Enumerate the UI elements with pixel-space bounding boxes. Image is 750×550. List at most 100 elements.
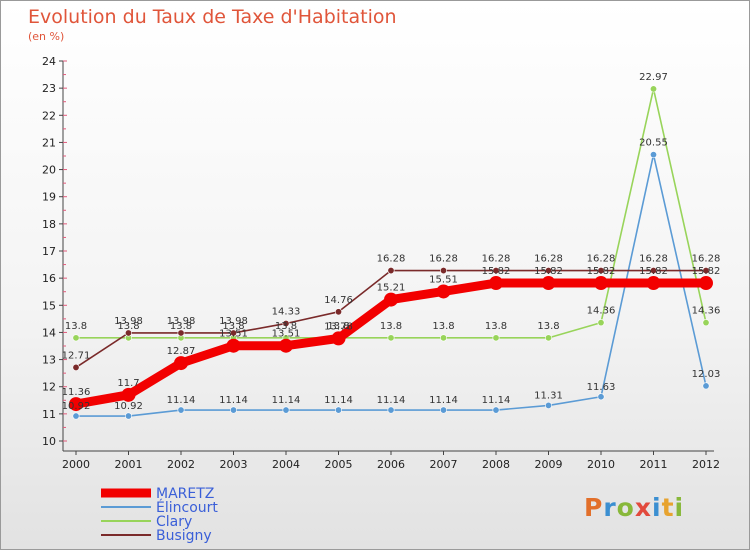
- x-tick-label: 2001: [115, 458, 143, 471]
- data-point-busigny: [230, 329, 238, 337]
- data-point-clary: [72, 334, 80, 342]
- data-label-busigny: 13.98: [219, 316, 248, 327]
- data-label-clary: 13.8: [65, 321, 87, 332]
- data-label-élincourt: 11.14: [324, 395, 353, 406]
- legend-label-maretz: MARETZ: [156, 486, 214, 502]
- data-label-maretz: 15.82: [692, 266, 721, 277]
- x-tick-label: 2007: [430, 458, 458, 471]
- y-tick-label: 15: [42, 299, 56, 312]
- data-label-clary: 13.8: [537, 321, 559, 332]
- y-tick-label: 23: [42, 82, 56, 95]
- x-tick-label: 2003: [220, 458, 248, 471]
- data-point-élincourt: [439, 406, 447, 414]
- data-label-élincourt: 11.31: [534, 390, 563, 401]
- x-tick-label: 2002: [167, 458, 195, 471]
- data-point-maretz: [489, 276, 503, 291]
- data-point-maretz: [384, 292, 398, 307]
- data-point-maretz: [69, 397, 83, 412]
- data-label-busigny: 16.28: [692, 254, 721, 265]
- y-tick-label: 21: [42, 136, 56, 149]
- data-point-busigny: [492, 267, 500, 275]
- data-label-élincourt: 10.92: [114, 401, 143, 412]
- data-point-busigny: [125, 329, 133, 337]
- data-point-maretz: [541, 276, 556, 291]
- data-point-busigny: [649, 267, 657, 275]
- data-label-clary: 13.8: [485, 321, 507, 332]
- y-tick-label: 13: [42, 354, 56, 367]
- data-point-maretz: [331, 331, 346, 346]
- data-point-élincourt: [334, 406, 342, 414]
- data-point-clary: [492, 334, 500, 342]
- data-point-clary: [544, 334, 552, 342]
- data-point-élincourt: [649, 151, 657, 159]
- y-tick-label: 11: [42, 408, 56, 421]
- data-label-busigny: 14.33: [272, 306, 301, 317]
- data-label-élincourt: 11.14: [167, 395, 196, 406]
- data-point-clary: [387, 334, 395, 342]
- data-point-maretz: [279, 338, 293, 353]
- data-point-élincourt: [492, 406, 500, 414]
- data-label-clary: 13.8: [170, 321, 192, 332]
- y-tick-label: 17: [42, 245, 56, 258]
- data-label-clary: 13.8: [380, 321, 402, 332]
- data-point-maretz: [699, 276, 713, 291]
- data-label-maretz: 15.82: [639, 266, 668, 277]
- y-tick-label: 16: [42, 272, 56, 285]
- data-point-busigny: [544, 267, 552, 275]
- x-tick-label: 2004: [272, 458, 300, 471]
- data-point-élincourt: [282, 406, 290, 414]
- y-tick-label: 22: [42, 109, 56, 122]
- x-tick-label: 2000: [62, 458, 90, 471]
- data-label-maretz: 13.51: [219, 329, 248, 340]
- data-point-busigny: [702, 267, 710, 275]
- data-label-busigny: 16.28: [587, 254, 616, 265]
- data-label-busigny: 16.28: [639, 254, 668, 265]
- data-label-maretz: 15.82: [587, 266, 616, 277]
- x-tick-label: 2008: [482, 458, 510, 471]
- data-point-busigny: [334, 308, 342, 316]
- data-point-clary: [439, 334, 447, 342]
- x-tick-label: 2009: [535, 458, 563, 471]
- data-label-maretz: 15.82: [534, 266, 563, 277]
- y-tick-label: 10: [42, 435, 56, 448]
- data-label-clary: 22.97: [639, 72, 668, 83]
- data-label-maretz: 15.51: [429, 274, 458, 285]
- data-point-busigny: [72, 363, 80, 371]
- legend-label-clary: Clary: [156, 514, 192, 530]
- data-label-élincourt: 20.55: [639, 138, 668, 149]
- data-label-maretz: 12.87: [167, 346, 196, 357]
- data-label-busigny: 16.28: [429, 254, 458, 265]
- y-tick-label: 19: [42, 191, 56, 204]
- data-label-busigny: 13.98: [114, 316, 143, 327]
- x-tick-label: 2005: [325, 458, 353, 471]
- legend-label-busigny: Busigny: [156, 528, 212, 544]
- data-point-élincourt: [597, 393, 605, 401]
- legend-label-élincourt: Élincourt: [156, 499, 218, 516]
- data-point-busigny: [597, 267, 605, 275]
- data-label-élincourt: 11.63: [587, 382, 616, 393]
- x-tick-label: 2006: [377, 458, 405, 471]
- chart-subtitle: (en %): [28, 30, 65, 43]
- data-label-élincourt: 12.03: [692, 369, 721, 380]
- data-label-maretz: 13.78: [324, 321, 353, 332]
- data-point-busigny: [387, 267, 395, 275]
- data-point-clary: [649, 85, 657, 93]
- data-label-clary: 13.8: [275, 321, 297, 332]
- data-point-élincourt: [544, 401, 552, 409]
- proxiti-logo: Proxiti: [584, 493, 685, 522]
- data-label-clary: 13.8: [117, 321, 139, 332]
- data-point-maretz: [174, 356, 188, 371]
- data-point-maretz: [594, 276, 608, 291]
- data-label-maretz: 11.36: [62, 387, 91, 398]
- data-label-élincourt: 10.92: [62, 401, 91, 412]
- data-label-busigny: 12.71: [62, 350, 91, 361]
- y-tick-label: 12: [42, 381, 56, 394]
- data-label-maretz: 15.21: [377, 283, 406, 294]
- x-tick-label: 2010: [587, 458, 615, 471]
- data-point-élincourt: [72, 412, 80, 420]
- data-label-élincourt: 11.14: [429, 395, 458, 406]
- data-label-clary: 13.8: [432, 321, 454, 332]
- y-tick-label: 20: [42, 164, 56, 177]
- x-tick-label: 2011: [640, 458, 668, 471]
